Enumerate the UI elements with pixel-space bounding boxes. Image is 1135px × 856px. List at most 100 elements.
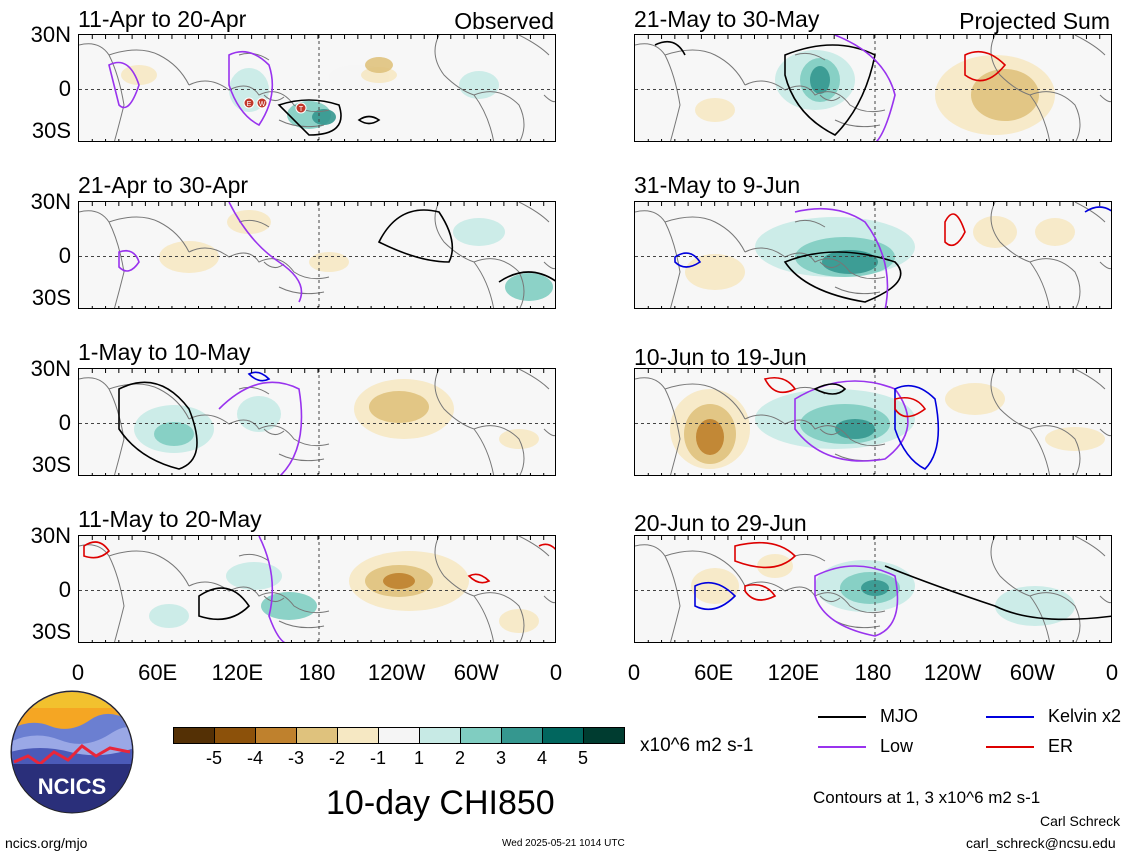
- map-area: [634, 535, 1112, 643]
- ncics-logo: NCICS: [10, 690, 134, 814]
- map-area: [78, 201, 556, 309]
- contour-line: [674, 252, 702, 268]
- longitude-label: 0: [549, 660, 563, 685]
- contour-line: [83, 541, 111, 559]
- longitude-label: 120W: [367, 660, 426, 685]
- contour-line: [198, 587, 251, 621]
- main-title: 10-day CHI850: [326, 784, 555, 822]
- anomaly-shading: [154, 422, 194, 446]
- svg-text:E: E: [247, 101, 252, 108]
- latitude-label: 30N: [30, 22, 71, 47]
- footer-email: carl_schreck@ncsu.edu: [966, 835, 1116, 851]
- contour-line: [258, 536, 286, 642]
- contour-line: [467, 573, 491, 584]
- anomaly-shading: [685, 254, 745, 290]
- longitude-label: 180: [298, 660, 336, 685]
- legend-label: ER: [1048, 736, 1074, 756]
- anomaly-shading: [309, 252, 349, 272]
- legend-swatch: [986, 746, 1034, 748]
- contour-line: [357, 115, 381, 125]
- colorbar-swatch: [255, 727, 297, 744]
- contour-line: [884, 565, 1111, 621]
- map-canvas: E W T: [79, 35, 555, 141]
- phase-marker: T: [295, 102, 307, 114]
- svg-text:T: T: [299, 106, 304, 113]
- contour-line: [814, 565, 899, 637]
- colorbar-swatch: [542, 727, 584, 744]
- longitude-label: 180: [854, 660, 892, 685]
- legend-label: MJO: [880, 706, 918, 726]
- colorbar-swatch: [583, 727, 625, 744]
- contour-line: [218, 381, 303, 475]
- footer-url: ncics.org/mjo: [5, 835, 88, 851]
- colorbar-swatch: [214, 727, 256, 744]
- panel-title: 31-May to 9-Jun: [634, 172, 801, 198]
- anomaly-shading: [945, 383, 1005, 415]
- colorbar-swatch: [296, 727, 338, 744]
- anomaly-shading: [971, 69, 1039, 121]
- anomaly-shading: [369, 391, 429, 423]
- contour-line: [734, 541, 797, 569]
- colorbar-label: -5: [205, 748, 222, 768]
- contour-line: [794, 207, 889, 308]
- latitude-label: 30N: [30, 356, 71, 381]
- map-canvas: [79, 536, 555, 642]
- latitude-label: 30S: [31, 452, 71, 477]
- panel-corner-label: Observed: [454, 8, 554, 34]
- contour-line: [277, 99, 342, 136]
- colorbar-label: 2: [454, 748, 465, 768]
- panel-title: 21-May to 30-May: [634, 6, 820, 32]
- colorbar-swatch: [460, 727, 502, 744]
- colorbar-units: x10^6 m2 s-1: [640, 735, 754, 756]
- contour-line: [894, 384, 940, 470]
- latitude-label: 0: [58, 410, 71, 435]
- anomaly-shading: [995, 586, 1075, 626]
- panel-title: 11-Apr to 20-Apr: [78, 6, 247, 32]
- contour-line: [118, 249, 140, 272]
- longitude-label: 120W: [923, 660, 982, 685]
- anomaly-shading: [835, 419, 875, 439]
- map-area: [634, 201, 1112, 309]
- anomaly-shading: [695, 98, 735, 122]
- colorbar-swatch: [501, 727, 543, 744]
- contour-line: [894, 396, 927, 418]
- map-canvas: [635, 369, 1111, 475]
- panel-corner-label: Projected Sum: [959, 8, 1110, 34]
- longitude-label: 0: [71, 660, 85, 685]
- colorbar-swatch: [173, 727, 215, 744]
- contour-line: [538, 543, 555, 550]
- map-area: [78, 535, 556, 643]
- latitude-label: 0: [58, 243, 71, 268]
- anomaly-shading: [237, 396, 281, 432]
- anomaly-shading: [505, 273, 553, 301]
- longitude-label: 0: [627, 660, 641, 685]
- longitude-label: 120E: [211, 660, 264, 685]
- footer-author: Carl Schreck: [1040, 813, 1121, 829]
- contour-line: [118, 381, 198, 470]
- contour-line: [763, 376, 797, 394]
- contour-line: [228, 202, 303, 303]
- legend-label: Low: [880, 736, 914, 756]
- contour-line: [1084, 206, 1111, 213]
- colorbar-label: -4: [246, 748, 263, 768]
- contour-line: [228, 50, 274, 127]
- anomaly-shading: [1035, 218, 1075, 246]
- contour-line: [794, 380, 909, 462]
- panel-title: 11-May to 20-May: [78, 506, 262, 532]
- anomaly-shading: [861, 580, 889, 596]
- longitude-label: 60W: [1009, 660, 1055, 685]
- panel-title: 1-May to 10-May: [78, 339, 251, 365]
- legend-swatch: [818, 746, 866, 748]
- contour-line: [944, 213, 966, 247]
- map-canvas: [79, 202, 555, 308]
- map-canvas: [79, 369, 555, 475]
- legend-swatch: [986, 716, 1034, 718]
- contour-line: [377, 209, 454, 263]
- contour-line: [783, 251, 902, 303]
- anomaly-shading: [973, 216, 1017, 248]
- panel-title: 10-Jun to 19-Jun: [634, 344, 807, 370]
- contour-line: [498, 271, 555, 283]
- map-canvas: [635, 202, 1111, 308]
- contours-note: Contours at 1, 3 x10^6 m2 s-1: [813, 788, 1041, 807]
